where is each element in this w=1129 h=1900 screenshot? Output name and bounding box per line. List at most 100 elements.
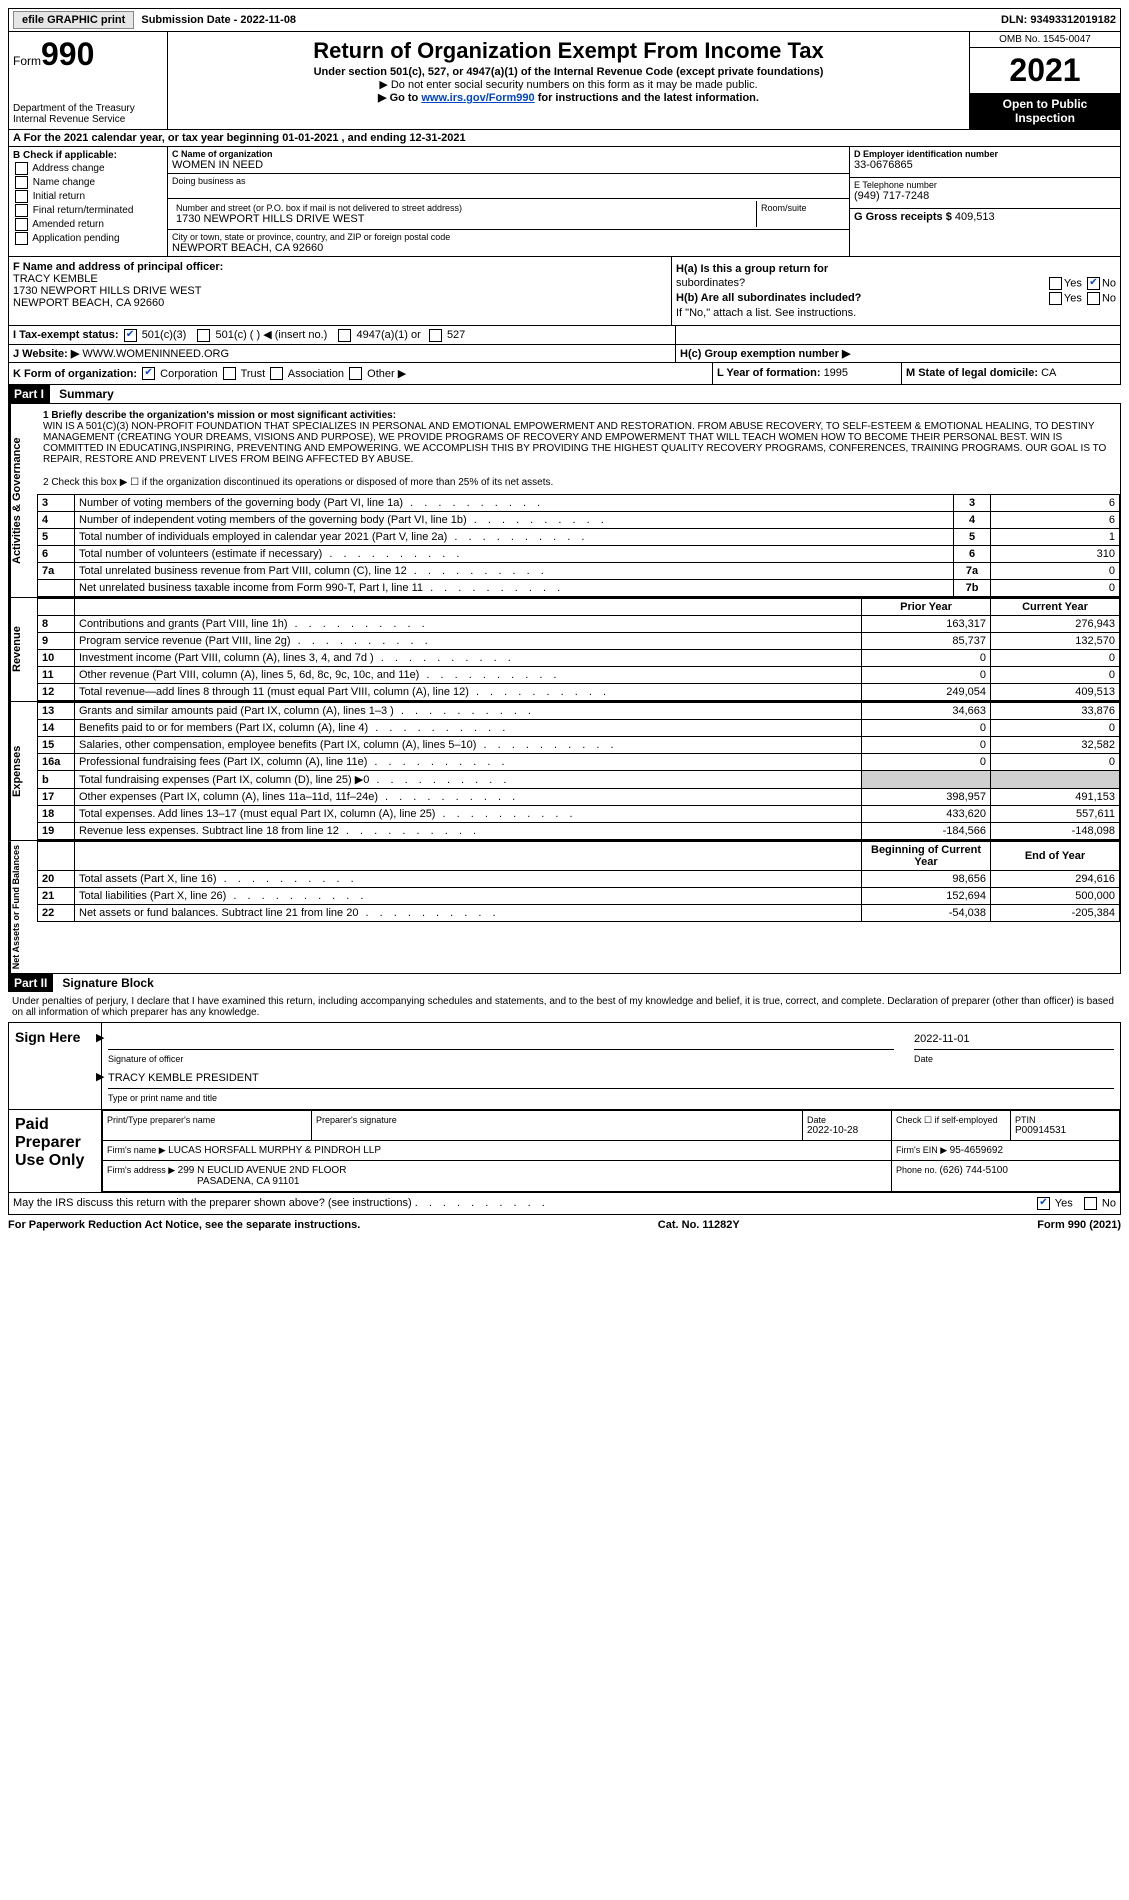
firm-name: LUCAS HORSFALL MURPHY & PINDROH LLP xyxy=(168,1145,381,1156)
cb-501c3[interactable] xyxy=(124,329,137,342)
revenue-table: Prior YearCurrent Year 8Contributions an… xyxy=(37,598,1120,701)
checkbox-application-pending[interactable] xyxy=(15,232,28,245)
label-initial-return: Initial return xyxy=(33,191,85,202)
cb-other[interactable] xyxy=(349,367,362,380)
form-subtitle: Under section 501(c), 527, or 4947(a)(1)… xyxy=(172,66,965,78)
part2-title: Signature Block xyxy=(56,974,159,992)
footer-left: For Paperwork Reduction Act Notice, see … xyxy=(8,1219,360,1231)
paid-preparer-label: Paid Preparer Use Only xyxy=(9,1110,102,1192)
discuss-row: May the IRS discuss this return with the… xyxy=(8,1193,1121,1215)
part1: Part I Summary xyxy=(8,385,1121,403)
table-row: 10Investment income (Part VIII, column (… xyxy=(38,650,1120,667)
table-row: 14Benefits paid to or for members (Part … xyxy=(38,720,1120,737)
mission-text: WIN IS A 501(C)(3) NON-PROFIT FOUNDATION… xyxy=(43,421,1106,465)
form-header: Form990 Department of the Treasury Inter… xyxy=(8,32,1121,130)
officer-signature-line[interactable]: ▶ xyxy=(108,1033,894,1050)
officer-label: F Name and address of principal officer: xyxy=(13,261,667,273)
cb-trust[interactable] xyxy=(223,367,236,380)
irs-link[interactable]: www.irs.gov/Form990 xyxy=(421,92,534,104)
officer-typed-name: ▶TRACY KEMBLE PRESIDENT xyxy=(108,1072,1114,1089)
label-name-change: Name change xyxy=(33,177,95,188)
checkbox-name-change[interactable] xyxy=(15,176,28,189)
discuss-label: May the IRS discuss this return with the… xyxy=(13,1197,412,1209)
label-final-return: Final return/terminated xyxy=(33,205,134,216)
checkbox-final-return[interactable] xyxy=(15,204,28,217)
ha-no[interactable] xyxy=(1087,277,1100,290)
hb-yes[interactable] xyxy=(1049,292,1062,305)
self-emp-label: Check ☐ if self-employed xyxy=(896,1115,1006,1126)
firm-name-label: Firm's name ▶ xyxy=(107,1145,168,1155)
top-bar: efile GRAPHIC print Submission Date - 20… xyxy=(8,8,1121,32)
firm-addr2: PASADENA, CA 91101 xyxy=(197,1176,299,1187)
block-activities: Activities & Governance 1 Briefly descri… xyxy=(8,403,1121,598)
dln-label: DLN: xyxy=(1001,14,1030,26)
note-goto-post: for instructions and the latest informat… xyxy=(535,92,759,104)
table-row: 8Contributions and grants (Part VIII, li… xyxy=(38,616,1120,633)
opt-assoc: Association xyxy=(288,368,344,380)
ptin-label: PTIN xyxy=(1015,1115,1115,1125)
checkbox-amended-return[interactable] xyxy=(15,218,28,231)
phone-value: (949) 717-7248 xyxy=(854,190,1116,202)
line2: 2 Check this box ▶ ☐ if the organization… xyxy=(37,471,1120,494)
current-year-header: Current Year xyxy=(991,599,1120,616)
hb-no[interactable] xyxy=(1087,292,1100,305)
ha-label2: subordinates? xyxy=(676,277,745,290)
org-name: WOMEN IN NEED xyxy=(172,159,845,171)
org-name-label: C Name of organization xyxy=(172,149,845,159)
table-row: 21Total liabilities (Part X, line 26)152… xyxy=(38,888,1120,905)
tax-year: 2021 xyxy=(970,48,1120,93)
officer-name: TRACY KEMBLE xyxy=(13,273,667,285)
discuss-yes[interactable] xyxy=(1037,1197,1050,1210)
checkbox-initial-return[interactable] xyxy=(15,190,28,203)
website-label: J Website: ▶ xyxy=(13,348,79,360)
addr-label: Number and street (or P.O. box if mail i… xyxy=(176,203,752,213)
preparer-table: Print/Type preparer's name Preparer's si… xyxy=(102,1110,1120,1192)
section-fh: F Name and address of principal officer:… xyxy=(8,257,1121,326)
declaration: Under penalties of perjury, I declare th… xyxy=(8,992,1121,1022)
discuss-no[interactable] xyxy=(1084,1197,1097,1210)
website-value: WWW.WOMENINNEED.ORG xyxy=(82,348,229,360)
submission-date: 2022-11-08 xyxy=(240,14,296,26)
officer-addr2: NEWPORT BEACH, CA 92660 xyxy=(13,297,667,309)
opt-527: 527 xyxy=(447,329,465,341)
ptin-value: P00914531 xyxy=(1015,1125,1115,1136)
checkbox-address-change[interactable] xyxy=(15,162,28,175)
side-revenue: Revenue xyxy=(9,598,37,701)
prior-year-header: Prior Year xyxy=(862,599,991,616)
mission-label: 1 Briefly describe the organization's mi… xyxy=(43,410,396,421)
cb-corp[interactable] xyxy=(142,367,155,380)
netassets-table: Beginning of Current YearEnd of Year 20T… xyxy=(37,841,1120,922)
row-j: J Website: ▶ WWW.WOMENINNEED.ORG H(c) Gr… xyxy=(8,345,1121,363)
side-expenses: Expenses xyxy=(9,702,37,840)
table-row: 12Total revenue—add lines 8 through 11 (… xyxy=(38,684,1120,701)
cb-527[interactable] xyxy=(429,329,442,342)
irs-label: Internal Revenue Service xyxy=(13,114,163,125)
table-row: 20Total assets (Part X, line 16)98,65629… xyxy=(38,871,1120,888)
omb-number: OMB No. 1545-0047 xyxy=(970,32,1120,48)
cb-501c[interactable] xyxy=(197,329,210,342)
ha-yes[interactable] xyxy=(1049,277,1062,290)
city-label: City or town, state or province, country… xyxy=(172,232,845,242)
sig-date-label: Date xyxy=(914,1054,1114,1064)
form-title: Return of Organization Exempt From Incom… xyxy=(172,38,965,64)
firm-addr-label: Firm's address ▶ xyxy=(107,1165,178,1175)
row-a-tax-year: A For the 2021 calendar year, or tax yea… xyxy=(8,130,1121,147)
begin-year-header: Beginning of Current Year xyxy=(862,842,991,871)
cb-assoc[interactable] xyxy=(270,367,283,380)
sig-officer-label: Signature of officer xyxy=(108,1054,894,1064)
table-row: 6Total number of volunteers (estimate if… xyxy=(38,546,1120,563)
open-inspection: Open to Public Inspection xyxy=(970,93,1120,129)
cb-4947[interactable] xyxy=(338,329,351,342)
block-revenue: Revenue Prior YearCurrent Year 8Contribu… xyxy=(8,598,1121,702)
efile-print-button[interactable]: efile GRAPHIC print xyxy=(13,11,134,29)
part2-header: Part II xyxy=(8,974,53,992)
table-row: 5Total number of individuals employed in… xyxy=(38,529,1120,546)
opt-501c3: 501(c)(3) xyxy=(142,329,187,341)
col-b-label: B Check if applicable: xyxy=(13,150,163,161)
col-c-org-info: C Name of organization WOMEN IN NEED Doi… xyxy=(168,147,849,256)
opt-corp: Corporation xyxy=(160,368,217,380)
prep-date-label: Date xyxy=(807,1115,887,1125)
table-row: 11Other revenue (Part VIII, column (A), … xyxy=(38,667,1120,684)
prep-name-label: Print/Type preparer's name xyxy=(107,1115,307,1125)
opt-4947: 4947(a)(1) or xyxy=(357,329,421,341)
